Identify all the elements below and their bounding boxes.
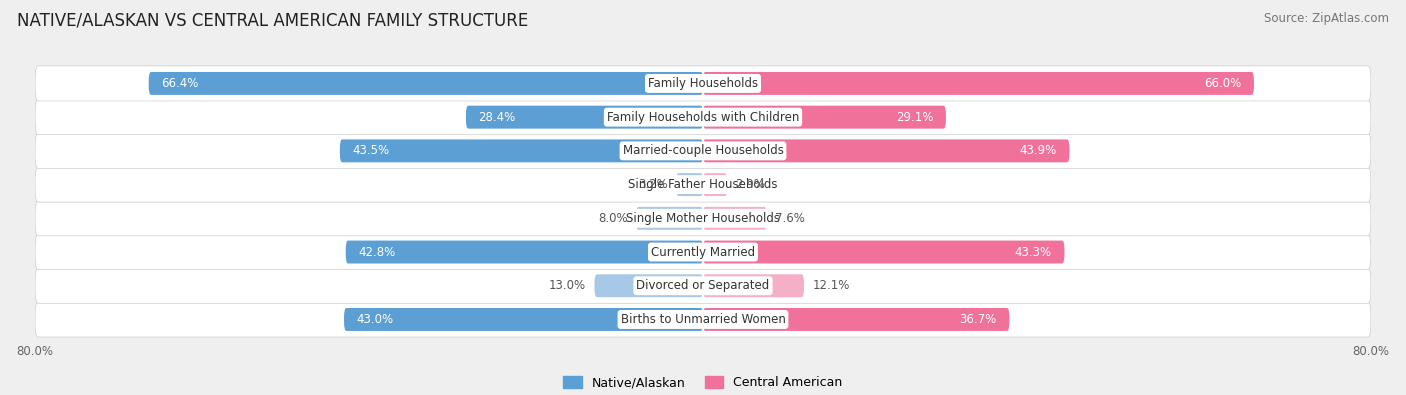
Text: Single Mother Households: Single Mother Households (626, 212, 780, 225)
Text: Source: ZipAtlas.com: Source: ZipAtlas.com (1264, 12, 1389, 25)
FancyBboxPatch shape (676, 173, 703, 196)
FancyBboxPatch shape (346, 241, 703, 263)
FancyBboxPatch shape (703, 106, 946, 129)
FancyBboxPatch shape (149, 72, 703, 95)
Text: 43.0%: 43.0% (357, 313, 394, 326)
FancyBboxPatch shape (340, 139, 703, 162)
FancyBboxPatch shape (35, 235, 1371, 269)
FancyBboxPatch shape (703, 274, 804, 297)
Text: 42.8%: 42.8% (359, 246, 395, 259)
Text: 36.7%: 36.7% (960, 313, 997, 326)
Text: 2.9%: 2.9% (735, 178, 765, 191)
Text: Family Households with Children: Family Households with Children (607, 111, 799, 124)
Text: 13.0%: 13.0% (548, 279, 586, 292)
Text: Family Households: Family Households (648, 77, 758, 90)
Text: 8.0%: 8.0% (598, 212, 628, 225)
FancyBboxPatch shape (35, 268, 1371, 303)
FancyBboxPatch shape (344, 308, 703, 331)
FancyBboxPatch shape (595, 274, 703, 297)
FancyBboxPatch shape (703, 207, 766, 230)
Text: 66.0%: 66.0% (1204, 77, 1241, 90)
Text: 43.5%: 43.5% (353, 144, 389, 157)
Text: 3.2%: 3.2% (638, 178, 668, 191)
Text: Divorced or Separated: Divorced or Separated (637, 279, 769, 292)
Legend: Native/Alaskan, Central American: Native/Alaskan, Central American (558, 371, 848, 394)
Text: Currently Married: Currently Married (651, 246, 755, 259)
FancyBboxPatch shape (35, 201, 1371, 236)
Text: Single Father Households: Single Father Households (628, 178, 778, 191)
FancyBboxPatch shape (703, 308, 1010, 331)
FancyBboxPatch shape (465, 106, 703, 129)
Text: 7.6%: 7.6% (775, 212, 804, 225)
Text: NATIVE/ALASKAN VS CENTRAL AMERICAN FAMILY STRUCTURE: NATIVE/ALASKAN VS CENTRAL AMERICAN FAMIL… (17, 12, 529, 30)
Text: 29.1%: 29.1% (896, 111, 934, 124)
FancyBboxPatch shape (703, 173, 727, 196)
Text: 43.3%: 43.3% (1015, 246, 1052, 259)
Text: Births to Unmarried Women: Births to Unmarried Women (620, 313, 786, 326)
Text: 28.4%: 28.4% (478, 111, 516, 124)
FancyBboxPatch shape (703, 139, 1070, 162)
FancyBboxPatch shape (636, 207, 703, 230)
FancyBboxPatch shape (35, 134, 1371, 168)
FancyBboxPatch shape (703, 241, 1064, 263)
FancyBboxPatch shape (703, 72, 1254, 95)
FancyBboxPatch shape (35, 100, 1371, 135)
Text: Married-couple Households: Married-couple Households (623, 144, 783, 157)
Text: 66.4%: 66.4% (162, 77, 198, 90)
FancyBboxPatch shape (35, 167, 1371, 202)
Text: 12.1%: 12.1% (813, 279, 849, 292)
FancyBboxPatch shape (35, 302, 1371, 337)
FancyBboxPatch shape (35, 66, 1371, 101)
Text: 43.9%: 43.9% (1019, 144, 1057, 157)
